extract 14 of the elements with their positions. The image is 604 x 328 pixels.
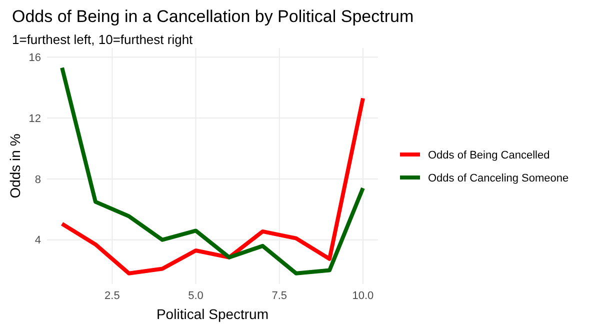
x-tick-label: 10.0	[352, 290, 374, 302]
chart-title: Odds of Being in a Cancellation by Political Spectrum	[12, 7, 414, 26]
x-axis-title: Political Spectrum	[156, 306, 269, 322]
x-tick-label: 7.5	[272, 290, 288, 302]
x-tick-label: 2.5	[104, 290, 120, 302]
y-tick-label: 4	[34, 234, 41, 247]
y-tick-label: 16	[28, 52, 41, 64]
legend-label: Odds of Being Cancelled	[428, 149, 550, 162]
chart-subtitle: 1=furthest left, 10=furthest right	[12, 32, 194, 47]
y-tick-label: 12	[28, 112, 41, 125]
y-axis-title: Odds in %	[7, 134, 23, 198]
x-tick-label: 5.0	[188, 290, 204, 302]
legend-label: Odds of Canceling Someone	[428, 172, 569, 184]
y-tick-label: 8	[34, 174, 41, 186]
